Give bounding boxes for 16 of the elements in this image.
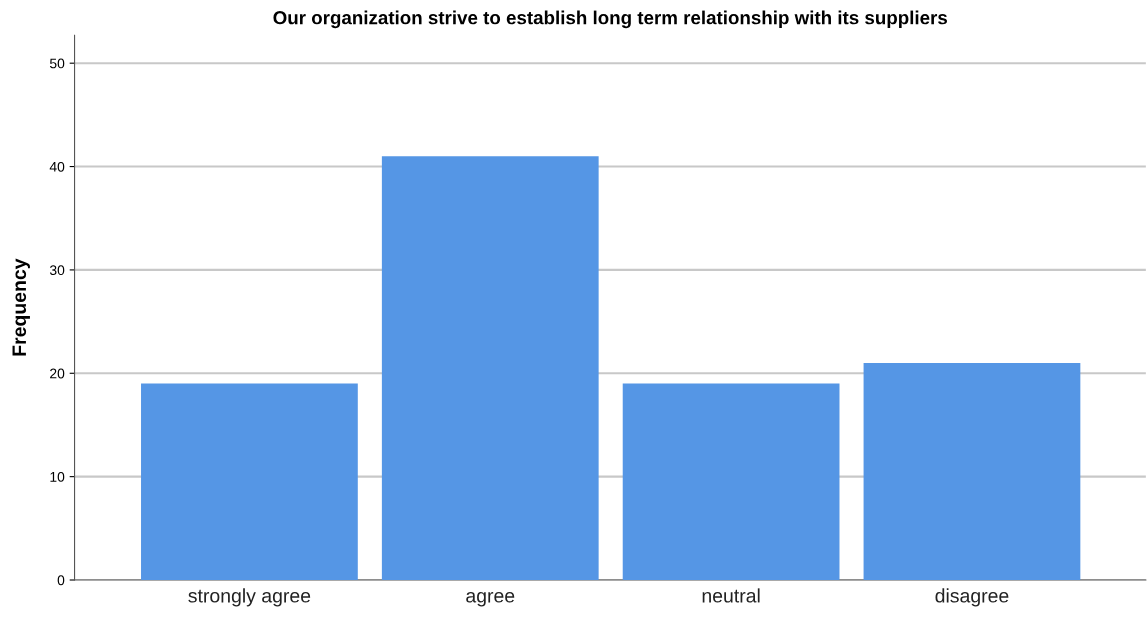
chart-title: Our organization strive to establish long term relationship with its suppliers: [273, 10, 948, 29]
bar: [141, 383, 358, 580]
y-tick-label: 40: [49, 161, 65, 172]
bar: [622, 383, 840, 580]
x-tick-label: agree: [466, 591, 515, 607]
x-tick-label: disagree: [935, 588, 1009, 607]
bar: [381, 156, 599, 580]
y-tick-label: 0: [57, 575, 65, 586]
x-tick-label: neutral: [702, 588, 760, 603]
y-tick-label: 50: [49, 58, 65, 69]
bar: [863, 362, 1081, 580]
y-tick-label: 30: [49, 265, 65, 276]
x-tick-label: strongly agree: [188, 588, 311, 607]
y-tick-label: 10: [50, 471, 65, 482]
y-tick-label: 20: [50, 368, 65, 379]
y-axis-title: Frequency: [12, 258, 30, 356]
